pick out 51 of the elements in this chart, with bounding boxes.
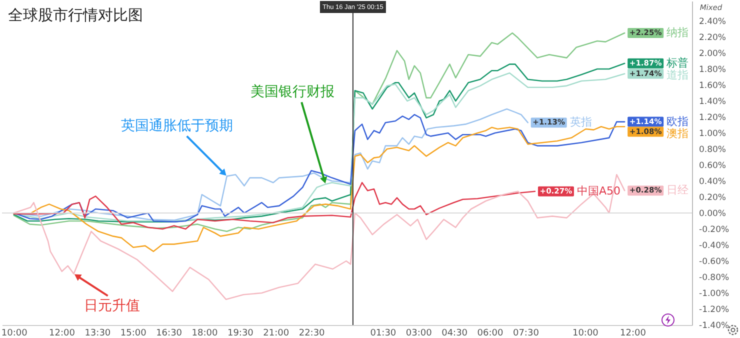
y-tick-label: 2.00%: [699, 49, 726, 59]
line-series: [13, 182, 536, 230]
x-tick-label: 13:30: [84, 328, 111, 338]
annotation: 日元升值: [84, 298, 140, 314]
x-tick-label: 10:00: [572, 328, 599, 338]
annotation: 美国银行财报: [250, 84, 335, 100]
y-tick-label: 2.20%: [699, 33, 726, 43]
x-tick-label: 03:00: [406, 328, 432, 338]
x-tick-label: 21:00: [263, 328, 290, 338]
legend-label: 标普: [666, 56, 689, 70]
x-tick-label: 15:00: [120, 328, 147, 338]
y-tick-label: -0.80%: [699, 273, 730, 283]
y-tick-label: -0.40%: [699, 241, 730, 251]
x-tick-label: 19:30: [227, 328, 254, 338]
x-tick-label: 07:30: [512, 328, 540, 338]
y-tick-label: 1.60%: [699, 81, 726, 91]
y-tick-label: 1.80%: [699, 65, 726, 75]
line-series: [13, 32, 626, 232]
legend-label: 英指: [570, 116, 592, 129]
annotation: 英国通胀低于预期: [120, 118, 233, 134]
y-tick-label: 1.40%: [699, 97, 726, 107]
y-tick-label: 0.80%: [699, 145, 726, 155]
x-tick-label: 10:00: [1, 328, 28, 338]
x-tick-label: 18:00: [192, 328, 218, 338]
legend-label: 欧指: [666, 114, 689, 128]
x-tick-label: 06:00: [477, 328, 504, 338]
y-tick-label: 0.00%: [699, 209, 726, 219]
y-tick-label: -1.20%: [699, 305, 730, 315]
y-tick-label: -1.40%: [699, 321, 730, 331]
x-tick-label: 12:00: [49, 328, 76, 338]
x-tick-label: 12:00: [620, 328, 646, 338]
y-tick-label: 1.00%: [699, 129, 726, 139]
x-tick-label: 22:30: [298, 328, 326, 338]
y-tick-label: 0.40%: [699, 177, 726, 187]
x-tick-label: 04:30: [442, 328, 468, 338]
y-tick-label: 1.20%: [699, 113, 726, 123]
x-tick-label: 01:30: [370, 328, 396, 338]
legend-label: 澳指: [666, 126, 689, 140]
y-tick-label: 0.20%: [699, 193, 726, 203]
y-tick-label: -0.60%: [699, 257, 730, 267]
chart-title: 全球股市行情对比图: [8, 6, 143, 24]
y-tick-label: -1.00%: [699, 289, 730, 299]
line-series: [13, 174, 626, 300]
y-tick-label: 2.40%: [699, 17, 726, 27]
y-tick-label: 0.60%: [699, 161, 726, 171]
legend-label: 道指: [666, 68, 689, 82]
legend-label: 日经: [666, 184, 689, 197]
x-tick-label: 16:30: [156, 328, 182, 338]
y-tick-label: -0.20%: [699, 225, 730, 235]
legend-label: 中国A50: [576, 184, 620, 198]
legend-label: 纳指: [666, 26, 689, 39]
